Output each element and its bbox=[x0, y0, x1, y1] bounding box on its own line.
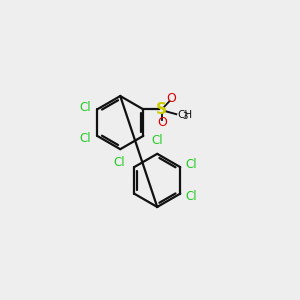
Text: CH: CH bbox=[177, 110, 193, 120]
Text: Cl: Cl bbox=[80, 132, 92, 145]
Text: S: S bbox=[156, 102, 167, 117]
Text: Cl: Cl bbox=[80, 100, 92, 113]
Text: Cl: Cl bbox=[185, 190, 197, 203]
Text: 3: 3 bbox=[182, 112, 188, 121]
Text: O: O bbox=[157, 116, 167, 129]
Text: Cl: Cl bbox=[185, 158, 197, 171]
Text: Cl: Cl bbox=[113, 156, 125, 169]
Text: O: O bbox=[167, 92, 176, 105]
Text: Cl: Cl bbox=[152, 134, 163, 147]
